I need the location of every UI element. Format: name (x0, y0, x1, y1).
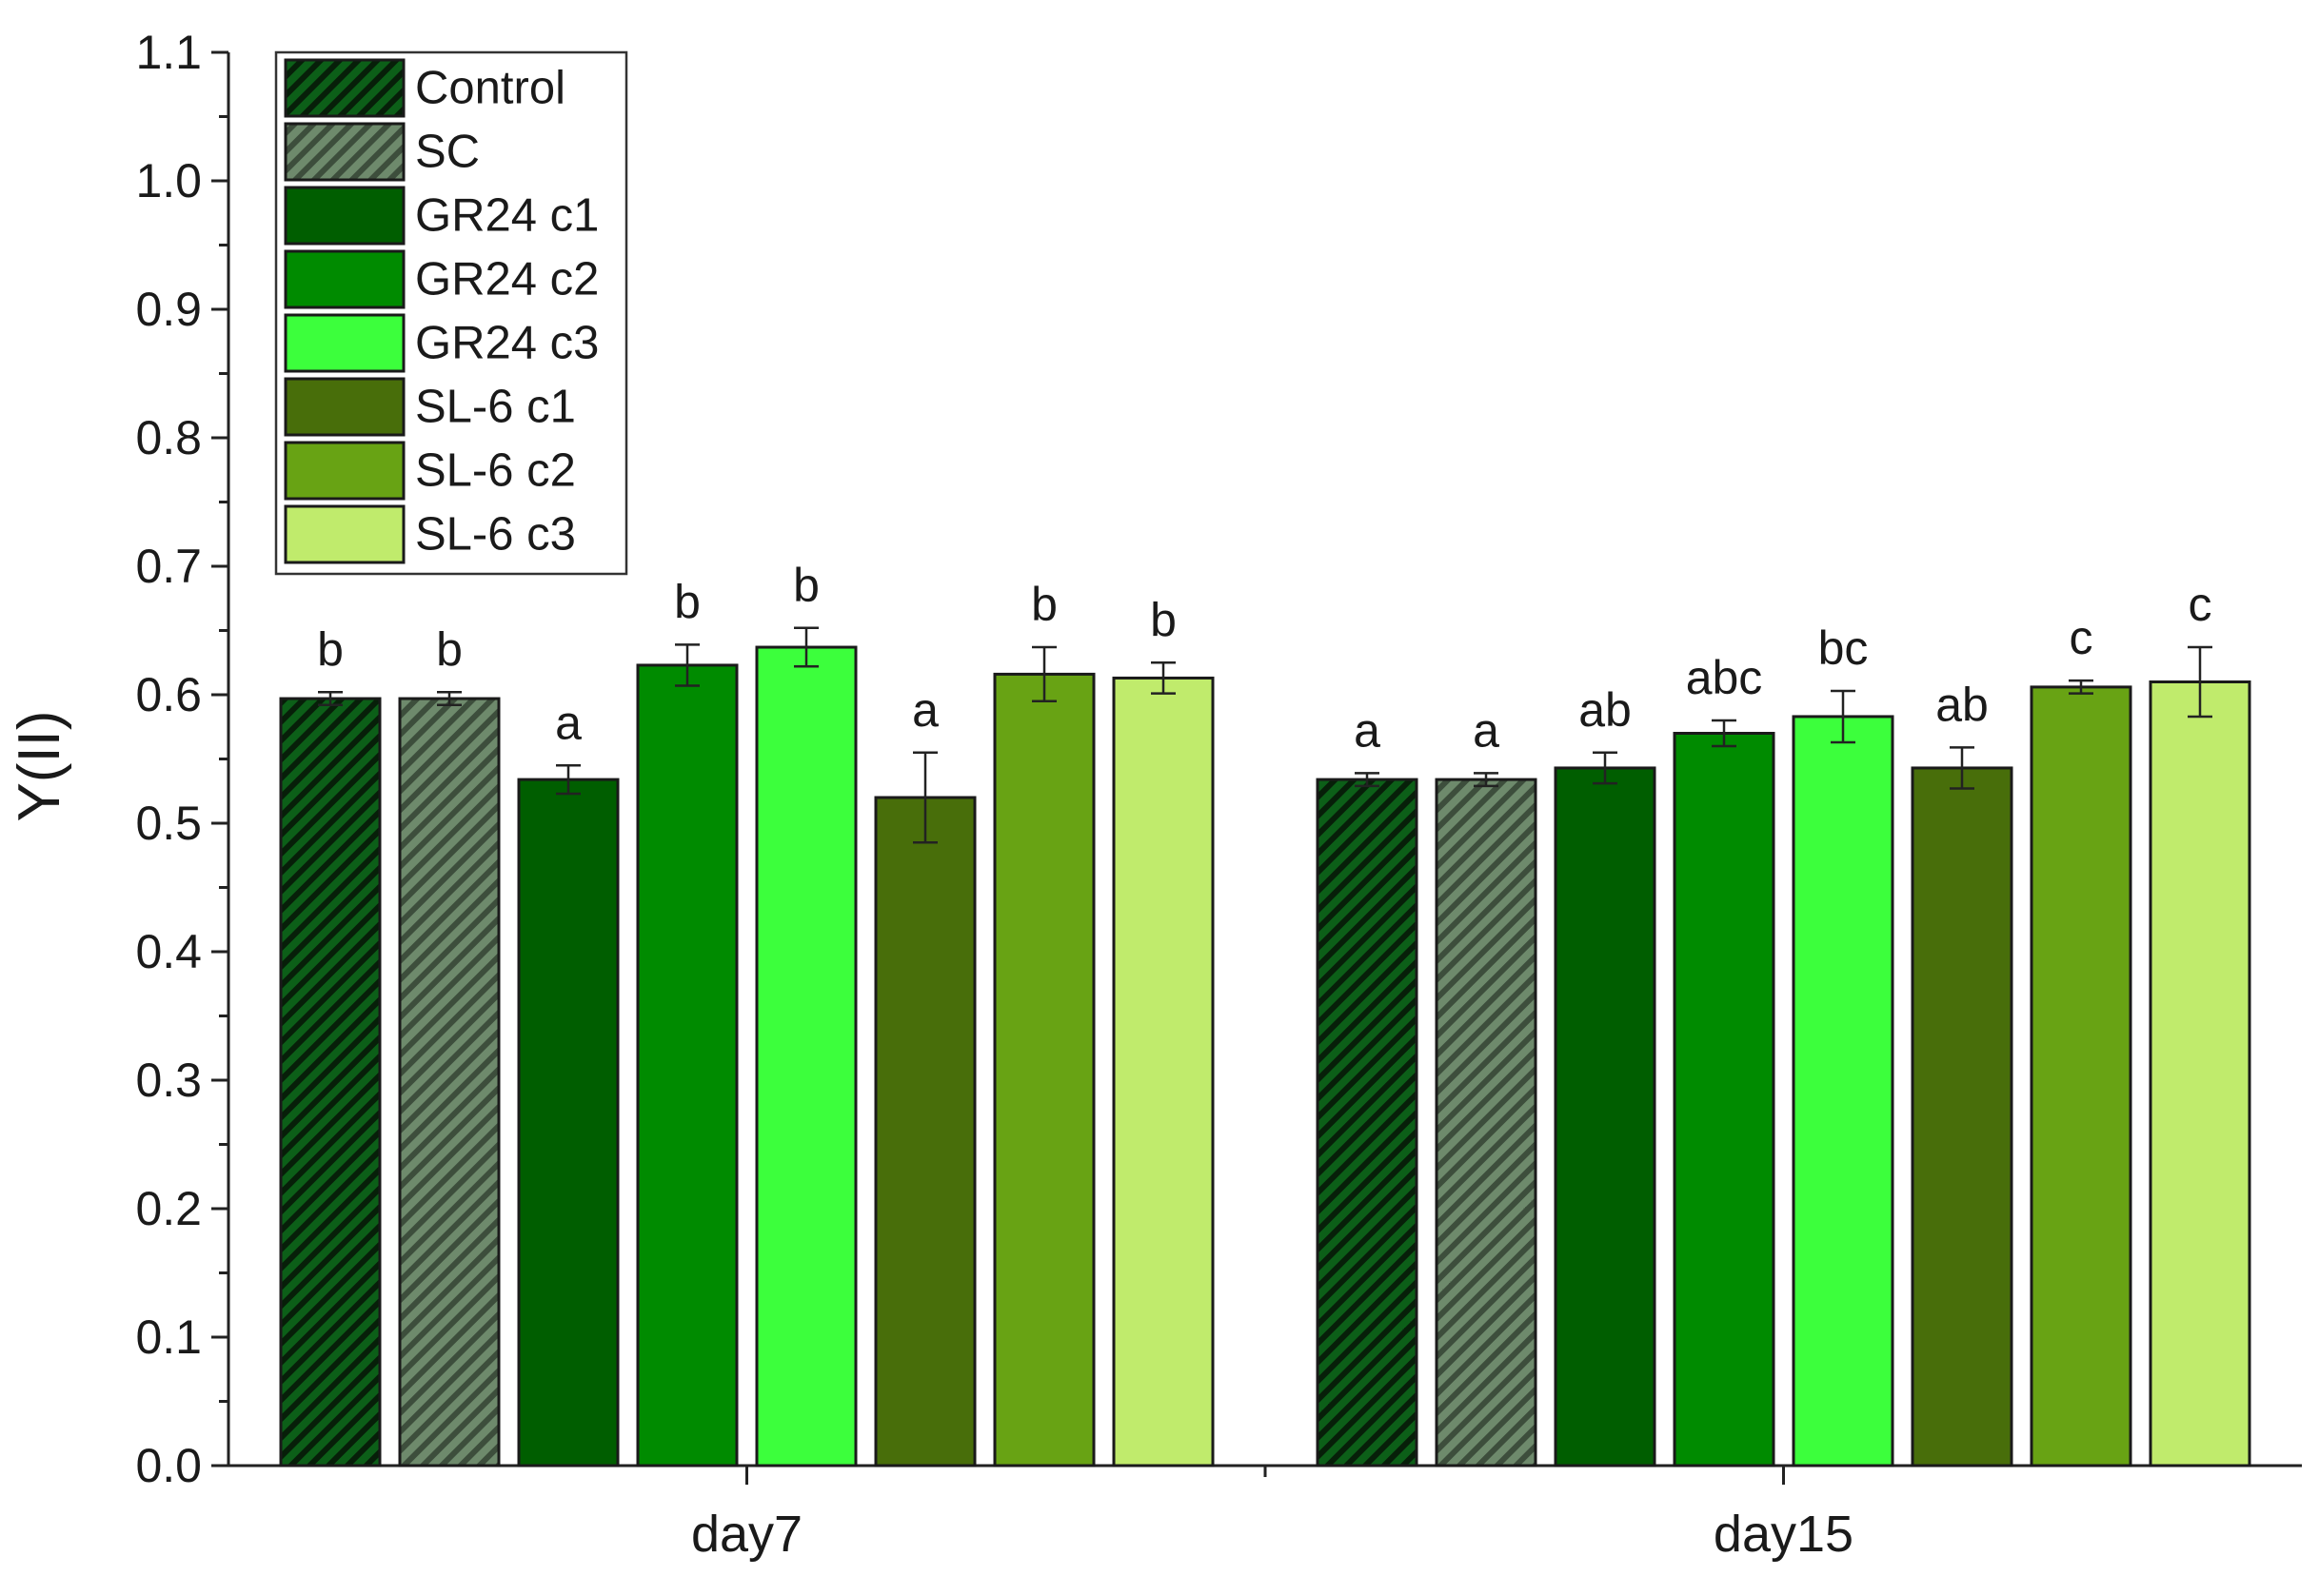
legend-label: GR24 c3 (415, 318, 599, 369)
significance-label: c (2070, 611, 2093, 664)
y-tick-label: 0.1 (135, 1310, 202, 1364)
y-tick-label: 0.4 (135, 925, 202, 978)
significance-label: b (1150, 593, 1177, 646)
legend: Control SC GR24 c1 GR24 c2 GR24 c3 SL-6 c1 SL-… (274, 50, 628, 576)
x-tick-label: day7 (691, 1506, 803, 1563)
legend-swatch (284, 186, 406, 246)
bar-sl-6-c3-day15 (2149, 680, 2251, 1468)
significance-label: a (1473, 703, 1499, 757)
legend-swatch (284, 441, 406, 501)
axes-layer: 0.0 0.1 0.2 0.3 0.4 0.5 0.6 0.7 0.8 0.9 1.0 1.1 day7… (135, 26, 2302, 1563)
y-tick-label: 0.7 (135, 540, 202, 593)
bar-sl-6-c1-day15 (1911, 766, 2013, 1468)
x-tick-label: day15 (1714, 1506, 1853, 1563)
legend-label: SL-6 c1 (415, 382, 576, 433)
bar-sl-6-c3-day7 (1112, 676, 1215, 1468)
legend-swatch (284, 377, 406, 437)
significance-label: bc (1818, 621, 1869, 675)
legend-label: GR24 c1 (415, 190, 599, 242)
bar-gr24-c2-day15 (1673, 732, 1775, 1468)
y-tick-label: 0.3 (135, 1054, 202, 1107)
bar-sc-day15 (1435, 778, 1537, 1468)
significance-label: abc (1686, 651, 1763, 704)
significance-label: a (1354, 703, 1380, 757)
significance-label: b (436, 622, 463, 676)
bar-gr24-c1-day15 (1554, 766, 1656, 1468)
legend-swatch (284, 504, 406, 564)
bar-control-day15 (1316, 778, 1418, 1468)
y-tick-label: 0.6 (135, 668, 202, 721)
significance-label: b (1031, 578, 1058, 631)
legend-swatch (284, 58, 406, 118)
y-tick-label: 0.8 (135, 411, 202, 464)
significance-label: a (912, 683, 939, 737)
legend-label: SL-6 c3 (415, 509, 576, 561)
y-axis-title: Y(II) (7, 710, 72, 821)
y-tick-label: 0.9 (135, 283, 202, 336)
bar-gr24-c1-day7 (517, 778, 620, 1468)
bar-gr24-c2-day7 (636, 663, 739, 1468)
legend-label: GR24 c2 (415, 254, 599, 305)
bars-layer (279, 626, 2251, 1468)
y-tick-label: 1.1 (135, 26, 202, 79)
legend-label: Control (415, 63, 565, 114)
significance-label: ab (1578, 683, 1632, 737)
significance-label: a (555, 696, 582, 749)
bar-gr24-c3-day15 (1792, 715, 1894, 1468)
significance-label: b (317, 622, 344, 676)
y-tick-label: 1.0 (135, 154, 202, 207)
bar-control-day7 (279, 697, 382, 1468)
legend-swatch (284, 313, 406, 373)
legend-label: SL-6 c2 (415, 445, 576, 497)
legend-swatch (284, 122, 406, 182)
y-tick-label: 0.2 (135, 1182, 202, 1235)
bar-sl-6-c1-day7 (874, 796, 977, 1468)
legend-swatch (284, 249, 406, 309)
bar-sl-6-c2-day7 (993, 672, 1096, 1468)
significance-label: ab (1935, 678, 1989, 731)
bar-gr24-c3-day7 (755, 645, 858, 1468)
significance-label: b (674, 575, 701, 628)
significance-label: b (793, 559, 820, 612)
y-tick-label: 0.5 (135, 797, 202, 850)
significance-label: c (2189, 578, 2212, 631)
bar-sc-day7 (398, 697, 501, 1468)
legend-label: SC (415, 127, 480, 178)
y-tick-label: 0.0 (135, 1439, 202, 1492)
bar-sl-6-c2-day15 (2030, 685, 2132, 1468)
